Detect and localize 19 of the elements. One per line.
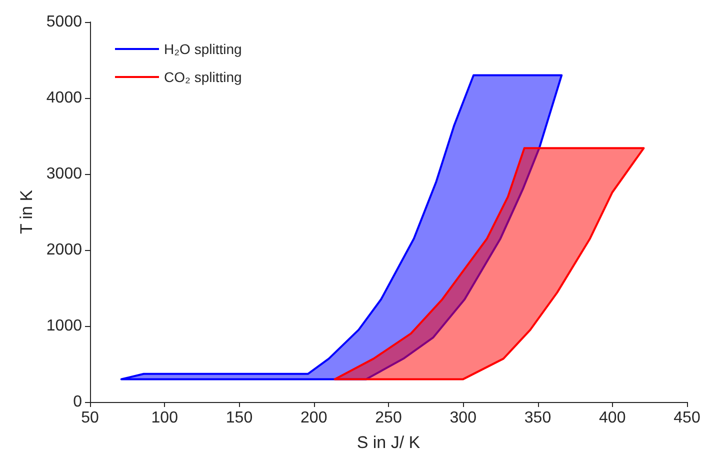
x-tick-label: 450 xyxy=(674,410,700,426)
x-tick-label: 50 xyxy=(81,410,99,426)
y-tick-label: 0 xyxy=(73,394,82,410)
x-tick-label: 400 xyxy=(599,410,626,426)
y-tick-label: 5000 xyxy=(46,14,82,30)
x-tick-label: 350 xyxy=(524,410,552,426)
legend-label: CO₂ splitting xyxy=(164,69,242,85)
y-tick-label: 4000 xyxy=(46,90,82,106)
y-tick-label: 3000 xyxy=(46,166,82,182)
x-tick-label: 200 xyxy=(300,410,328,426)
y-tick-label: 1000 xyxy=(46,318,82,334)
x-axis-title: S in J/ K xyxy=(356,433,421,452)
y-tick-label: 2000 xyxy=(46,242,82,258)
x-tick-label: 250 xyxy=(375,410,402,426)
legend-label: H₂O splitting xyxy=(164,41,242,57)
x-tick-label: 100 xyxy=(151,410,178,426)
x-tick-label: 300 xyxy=(450,410,477,426)
y-axis-title: T in K xyxy=(17,189,36,234)
x-tick-label: 150 xyxy=(226,410,253,426)
